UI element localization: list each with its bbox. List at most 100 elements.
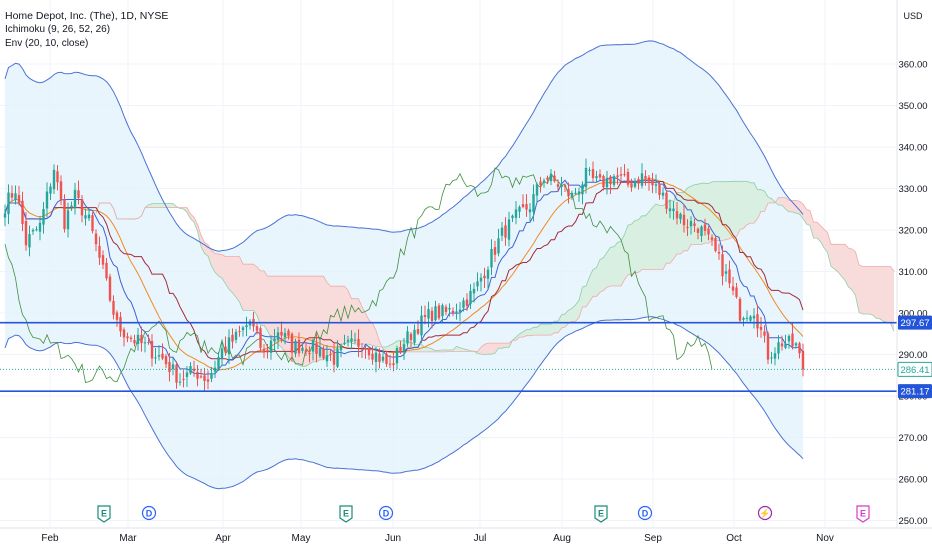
cloud-bull-segment bbox=[533, 327, 537, 336]
cloud-bear-segment bbox=[799, 201, 803, 219]
cloud-bear-segment bbox=[880, 266, 884, 322]
candle-body bbox=[465, 299, 469, 306]
envelope-legend[interactable]: Env (20, 10, close) bbox=[5, 38, 89, 49]
cloud-bear-segment bbox=[862, 266, 866, 315]
candle-body bbox=[136, 334, 140, 344]
candle-body bbox=[448, 307, 451, 310]
candle-body bbox=[549, 173, 553, 182]
price-label-box bbox=[898, 315, 932, 330]
price-labels: 297.67 286.41 281.17 bbox=[897, 315, 932, 399]
candle-body bbox=[686, 227, 689, 229]
candle-body bbox=[616, 175, 619, 178]
candle-body bbox=[17, 194, 21, 203]
candle-body bbox=[294, 340, 297, 354]
price-label-text: 297.67 bbox=[900, 318, 929, 329]
cloud-bull-segment bbox=[414, 344, 418, 352]
cloud-bear-segment bbox=[817, 222, 821, 242]
time-tick-label: Jul bbox=[474, 533, 487, 544]
candle-body bbox=[532, 194, 535, 212]
cloud-bull-segment bbox=[166, 203, 170, 208]
candle-body bbox=[147, 341, 150, 343]
candle-body bbox=[749, 316, 752, 321]
cloud-bear-segment bbox=[229, 256, 233, 293]
last-price-label[interactable]: 286.41 bbox=[897, 361, 932, 377]
cloud-bull-segment bbox=[673, 192, 677, 259]
candle-body bbox=[52, 169, 56, 190]
candle-body bbox=[14, 193, 17, 201]
candle-body bbox=[140, 334, 143, 344]
cloud-bear-segment bbox=[876, 266, 880, 319]
symbol-title[interactable]: Home Depot, Inc. (The), 1D, NYSE bbox=[5, 10, 169, 22]
event-marker-split[interactable]: ⚡ bbox=[757, 505, 773, 521]
candle-body bbox=[759, 326, 763, 330]
currency-label: USD bbox=[903, 11, 923, 21]
candle-body bbox=[94, 233, 98, 245]
cloud-bear-segment bbox=[302, 276, 306, 367]
cloud-bear-segment bbox=[834, 244, 838, 272]
cloud-bear-segment bbox=[502, 343, 506, 349]
candle-body bbox=[210, 373, 213, 379]
price-tick-label: 330.00 bbox=[898, 184, 927, 195]
candle-body bbox=[693, 223, 696, 226]
event-marker-earnings-upcoming[interactable]: E bbox=[856, 505, 870, 523]
candle-body bbox=[308, 353, 311, 355]
event-marker-earnings[interactable]: E bbox=[97, 505, 111, 523]
cloud-bull-segment bbox=[169, 203, 173, 208]
cloud-bear-segment bbox=[253, 264, 257, 316]
cloud-bull-segment bbox=[694, 184, 698, 245]
candle-body bbox=[143, 342, 147, 344]
cloud-bear-segment bbox=[278, 276, 282, 348]
event-marker-earnings[interactable]: E bbox=[339, 505, 353, 523]
candle-body bbox=[77, 190, 80, 198]
candle-body bbox=[346, 339, 350, 342]
cloud-bear-segment bbox=[778, 197, 782, 206]
candle-body bbox=[364, 348, 367, 350]
candle-body bbox=[35, 229, 38, 231]
event-marker-dividend[interactable]: D bbox=[637, 505, 653, 521]
chikou-span-line bbox=[4, 167, 713, 384]
cloud-bear-segment bbox=[194, 217, 198, 232]
candle-body bbox=[444, 306, 448, 312]
candle-body bbox=[462, 300, 465, 308]
candle-body bbox=[112, 300, 115, 315]
candle-body bbox=[245, 325, 248, 328]
candle-body bbox=[133, 340, 136, 344]
candle-body bbox=[570, 193, 574, 198]
cloud-bear-segment bbox=[491, 343, 495, 355]
cloud-bull-segment bbox=[652, 203, 656, 270]
candle-body bbox=[304, 350, 308, 352]
cloud-bear-segment bbox=[306, 276, 310, 367]
level-price-label[interactable]: 281.17 bbox=[898, 384, 932, 399]
cloud-bull-segment bbox=[656, 203, 660, 270]
cloud-bull-segment bbox=[740, 181, 744, 230]
candle-body bbox=[794, 343, 798, 346]
candle-body bbox=[455, 311, 458, 313]
event-marker-dividend[interactable]: D bbox=[378, 505, 394, 521]
candle-body bbox=[56, 171, 59, 183]
event-marker-earnings[interactable]: E bbox=[594, 505, 608, 523]
cloud-bull-segment bbox=[645, 211, 649, 270]
candle-body bbox=[591, 169, 595, 179]
candle-body bbox=[612, 176, 616, 185]
candle-body bbox=[784, 343, 787, 348]
candle-body bbox=[514, 209, 518, 218]
candle-body bbox=[724, 271, 728, 274]
event-label: D bbox=[642, 509, 649, 519]
event-marker-dividend[interactable]: D bbox=[141, 505, 157, 521]
cloud-bull-segment bbox=[642, 215, 646, 270]
candle-body bbox=[199, 376, 203, 378]
cloud-bull-segment bbox=[715, 181, 719, 241]
level-price-label[interactable]: 297.67 bbox=[898, 315, 932, 330]
candle-body bbox=[231, 334, 234, 342]
candle-body bbox=[521, 204, 525, 207]
cloud-bull-segment bbox=[729, 181, 733, 239]
candle-body bbox=[220, 348, 224, 359]
cloud-bull-segment bbox=[708, 181, 712, 244]
cloud-bear-segment bbox=[243, 264, 247, 311]
candle-body bbox=[115, 312, 119, 320]
candle-body bbox=[486, 269, 490, 279]
candles bbox=[3, 158, 805, 392]
candle-body bbox=[714, 238, 717, 251]
ichimoku-legend[interactable]: Ichimoku (9, 26, 52, 26) bbox=[5, 24, 111, 35]
